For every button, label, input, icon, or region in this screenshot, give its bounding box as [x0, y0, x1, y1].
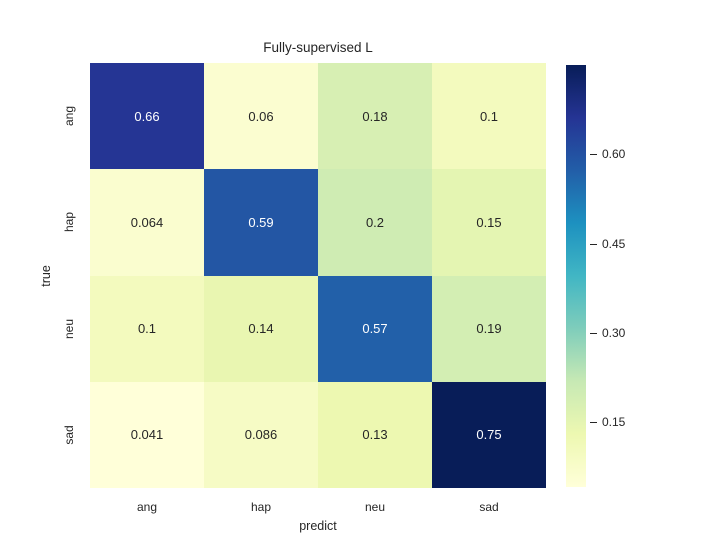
- heatmap-cell: 0.75: [432, 381, 546, 488]
- colorbar-tick-label: 0.15: [602, 415, 626, 430]
- x-tick-label: neu: [364, 500, 386, 514]
- colorbar-tick-mark: [590, 243, 597, 245]
- heatmap-cell: 0.086: [204, 381, 318, 488]
- x-tick-label: sad: [479, 500, 499, 514]
- y-tick-label: neu: [62, 318, 76, 339]
- heatmap-cell: 0.19: [432, 275, 546, 382]
- heatmap-grid: 0.66 0.06 0.18 0.1 0.064 0.59 0.2 0.15 0.1 0.14 0.…: [90, 63, 546, 488]
- heatmap-cell: 0.1: [432, 63, 546, 170]
- heatmap-cell: 0.041: [90, 381, 204, 488]
- colorbar-tick-label: 0.30: [602, 325, 626, 340]
- colorbar: [566, 65, 586, 487]
- heatmap-cell: 0.13: [318, 381, 432, 488]
- x-axis-label: predict: [299, 519, 337, 533]
- heatmap-cell: 0.2: [318, 169, 432, 276]
- x-tick-label: ang: [136, 500, 158, 514]
- chart-title: Fully-supervised L: [263, 40, 373, 55]
- heatmap-cell: 0.15: [432, 169, 546, 276]
- y-tick-label: sad: [62, 425, 76, 445]
- heatmap-cell: 0.14: [204, 275, 318, 382]
- heatmap-cell: 0.18: [318, 63, 432, 170]
- colorbar-tick-mark: [590, 154, 597, 156]
- heatmap-cell: 0.59: [204, 169, 318, 276]
- colorbar-tick-mark: [590, 332, 597, 334]
- heatmap-cell: 0.57: [318, 275, 432, 382]
- colorbar-tick-label: 0.45: [602, 236, 626, 251]
- y-axis-label: true: [39, 265, 53, 287]
- heatmap-cell: 0.064: [90, 169, 204, 276]
- colorbar-tick-label: 0.60: [602, 147, 626, 162]
- x-tick-label: hap: [250, 500, 272, 514]
- heatmap-cell: 0.1: [90, 275, 204, 382]
- heatmap-cell: 0.06: [204, 63, 318, 170]
- y-tick-label: ang: [62, 106, 76, 127]
- heatmap-cell: 0.66: [90, 63, 204, 170]
- y-tick-label: hap: [62, 212, 76, 233]
- colorbar-tick-mark: [590, 422, 597, 424]
